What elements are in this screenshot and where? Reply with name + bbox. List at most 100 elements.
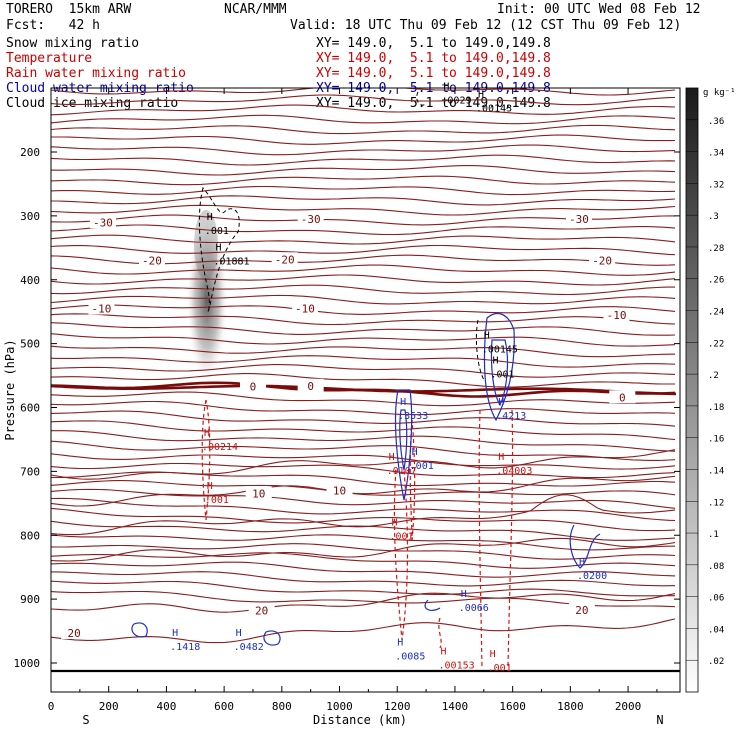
isotherm-label-bg [297,212,324,226]
x-tick-label: 400 [156,700,176,713]
colorbar-tick-label: .3 [708,212,719,222]
max-value-label: .00145 [482,345,518,356]
x-tick-label: 1800 [557,700,584,713]
isotherm [51,373,675,388]
isotherm [51,592,676,613]
isotherm [51,534,675,551]
isotherm [51,391,676,407]
isotherm [51,580,675,597]
forecast-hour: Fcst: 42 h [6,18,100,33]
cloud-water-contour [569,524,601,569]
isotherm-label: -10 [295,302,315,315]
isotherm [51,333,676,347]
isotherm-label: -10 [607,309,627,322]
isotherm [51,284,675,296]
max-value-label: .001 [410,461,434,472]
colorbar-tick-label: .1 [708,530,719,540]
isotherm-label: 20 [575,604,588,617]
isotherm [51,488,676,509]
isotherm [51,165,676,176]
field-label-rain: Rain water mixing ratio [6,66,187,81]
isotherm-label: 0 [250,380,257,393]
isotherm-label-bg [271,252,298,266]
y-tick-label: 1000 [14,657,41,670]
isotherm [51,440,676,461]
max-marker: H [172,628,178,639]
cloud-water-contour [263,630,281,646]
isotherm [51,494,676,536]
isotherm [51,313,676,326]
max-value-label: .0085 [395,651,425,662]
max-value-label: .001 [205,226,229,237]
isotherm [51,475,676,507]
isotherm [51,420,676,441]
isotherm [51,154,676,166]
isotherm [51,618,676,644]
isotherm-label-bg [603,307,630,321]
snow-contours [198,186,240,313]
cloud-water-contours [131,312,601,646]
y-tick-label: 300 [20,210,40,223]
y-tick-label: 400 [20,274,40,287]
max-marker: H [215,243,221,254]
isotherm-label-bg [88,301,115,315]
max-value-label: .4213 [496,411,526,422]
isotherm-label-bg [61,625,88,639]
max-value-label: .0107 [387,466,417,477]
isotherm-label-bg [89,215,116,229]
isotherm [51,304,676,315]
max-value-label: .001 [490,370,514,381]
isotherm [51,134,676,145]
isotherm [51,185,676,196]
axes: 0 200 400 600 800 1000 1200 1400 1600 1800 2000200… [3,88,680,727]
isotherm [51,144,676,156]
max-value-label: .04003 [496,466,532,477]
isotherm [51,497,676,522]
isotherm [51,471,676,487]
x-tick-label: 0 [48,700,55,713]
isotherm [51,537,676,562]
max-marker: H [204,428,210,439]
field-xy-temperature: XY= 149.0, 5.1 to 149.0,149.8 [316,51,551,66]
org-label: NCAR/MMM [224,2,287,17]
isotherm [51,453,676,470]
isotherm-label: 20 [255,605,268,618]
max-value-label: .00153 [439,660,475,671]
isotherm [51,224,676,236]
isotherm-label-bg [609,390,636,404]
max-marker: H [478,89,484,100]
cloud-water-contour [394,389,413,501]
colorbar-tick-label: .28 [708,244,724,254]
field-label-temperature: Temperature [6,51,93,66]
isotherm [51,430,676,452]
isotherm-label: 10 [252,488,265,501]
isotherm [51,244,676,256]
y-axis-title: Pressure (hPa) [3,339,17,440]
max-marker: H [441,646,447,657]
isotherm [51,552,676,569]
x-tick-label: 600 [214,700,234,713]
isotherm-label: -20 [275,253,295,266]
max-value-label: .0029 [441,96,471,107]
isotherm [51,462,676,479]
y-tick-label: 900 [20,593,40,606]
isotherm [51,480,676,496]
isotherm [51,322,676,336]
max-marker: H [236,628,242,639]
field-label-snow: Snow mixing ratio [6,36,140,51]
isotherm [51,204,676,216]
colorbar-units: g kg⁻¹ [703,88,736,98]
max-value-label: .01881 [213,257,249,268]
chart-labels: -30 -30 -30 -20 -20 -20 -10 -10 -10 0 0 0 10 10 20 20 20… [61,82,636,674]
rain-contour [438,617,442,649]
isotherm-label: 0 [619,391,626,404]
rain-contour [409,419,416,541]
max-marker: H [207,481,213,492]
isotherm-label-bg [138,253,165,267]
x-tick-label: 1000 [326,700,353,713]
max-marker: H [579,557,585,568]
max-marker: H [498,452,504,463]
max-value-label: .1418 [170,642,200,653]
isotherm [51,124,676,135]
colorbar-tick-label: .36 [708,117,724,127]
